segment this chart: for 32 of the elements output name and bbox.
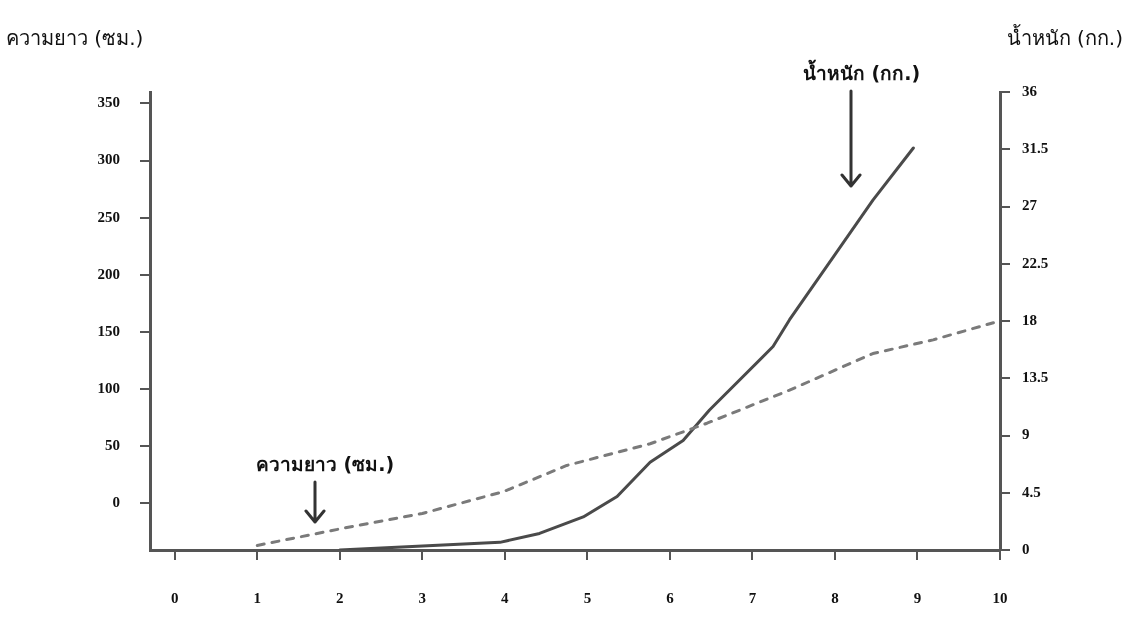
y-tick-label: 100 <box>97 379 120 396</box>
x-tick-label: 2 <box>336 589 344 606</box>
x-tick-label: 5 <box>583 589 592 606</box>
y-tick-label: 150 <box>97 322 120 339</box>
y-axis-title: ความยาว (ซม.) <box>6 26 144 51</box>
y-tick-label: 200 <box>97 265 120 282</box>
x-tick-label: 10 <box>992 589 1008 606</box>
y2-tick-label: 4.5 <box>1022 483 1041 500</box>
y2-tick-label: 13.5 <box>1022 369 1049 386</box>
y-tick-label: 300 <box>97 151 120 168</box>
y-tick-label: 0 <box>112 494 120 511</box>
y2-tick-label: 22.5 <box>1022 254 1049 271</box>
y-tick-label: 250 <box>97 208 120 225</box>
x-tick-label: 8 <box>831 589 839 606</box>
x-tick-label: 1 <box>253 589 262 606</box>
y-tick-label: 350 <box>97 94 120 111</box>
y2-tick-label: 9 <box>1022 426 1030 443</box>
y-tick-label: 50 <box>105 436 120 453</box>
x-tick-label: 3 <box>418 589 427 606</box>
y2-axis-title: น้ำหนัก (กก.) <box>1006 24 1123 51</box>
text: ความยาว (ซม.) <box>255 452 395 475</box>
x-tick-label: 7 <box>748 589 757 606</box>
y2-tick-label: 18 <box>1022 311 1037 328</box>
x-tick-label: 6 <box>666 589 675 606</box>
y2-tick-label: 31.5 <box>1022 140 1049 157</box>
text: น้ำหนัก (กก.) <box>802 58 921 84</box>
y2-tick-label: 0 <box>1022 540 1030 557</box>
x-tick-label: 9 <box>913 589 922 606</box>
y2-tick-label: 27 <box>1022 197 1038 214</box>
x-tick-label: 0 <box>171 589 179 606</box>
x-tick-label: 4 <box>501 589 510 606</box>
y2-tick-label: 36 <box>1022 82 1038 99</box>
